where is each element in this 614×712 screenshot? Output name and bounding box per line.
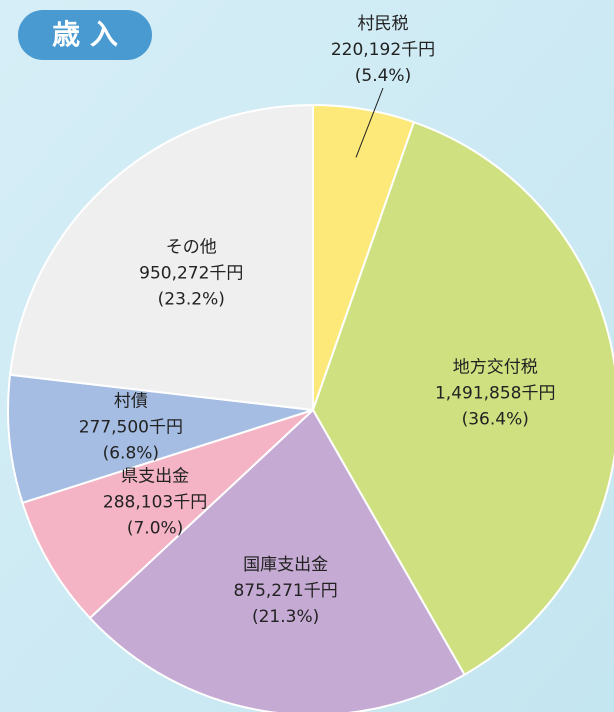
pie-slice (311, 120, 614, 677)
labels: 村民税 220,192千円 (5.4%) 地方交付税 1,491,858千円 (36.4%… (79, 14, 556, 627)
pie-slice (7, 373, 314, 505)
value-label: 277,500千円 (79, 418, 183, 438)
slice-label: 国庫支出金 (243, 555, 328, 575)
pie (7, 103, 614, 712)
chart-title: 歳 入 (52, 18, 118, 51)
value-label: 1,491,858千円 (435, 383, 556, 403)
value-label: 288,103千円 (103, 492, 207, 512)
value-label: 875,271千円 (233, 581, 337, 601)
slice-label: その他 (166, 237, 217, 257)
pie-slice (88, 408, 466, 712)
pie-slice (8, 103, 314, 412)
percent-label: (6.8%) (103, 444, 159, 464)
percent-label: (23.2%) (158, 289, 225, 309)
percent-label: (7.0%) (127, 518, 183, 538)
slice-label: 県支出金 (121, 466, 189, 486)
percent-label: (21.3%) (252, 607, 319, 627)
value-label: 950,272千円 (139, 263, 243, 283)
title-badge (18, 10, 152, 60)
value-label: 220,192千円 (331, 40, 435, 60)
percent-label: (5.4%) (355, 66, 411, 86)
slice-label: 村債 (114, 392, 148, 412)
slice-label: 村民税 (358, 14, 409, 34)
leader-line (355, 87, 384, 158)
pie-slice (21, 409, 314, 620)
slice-label: 地方交付税 (453, 357, 538, 377)
percent-label: (36.4%) (462, 409, 529, 429)
